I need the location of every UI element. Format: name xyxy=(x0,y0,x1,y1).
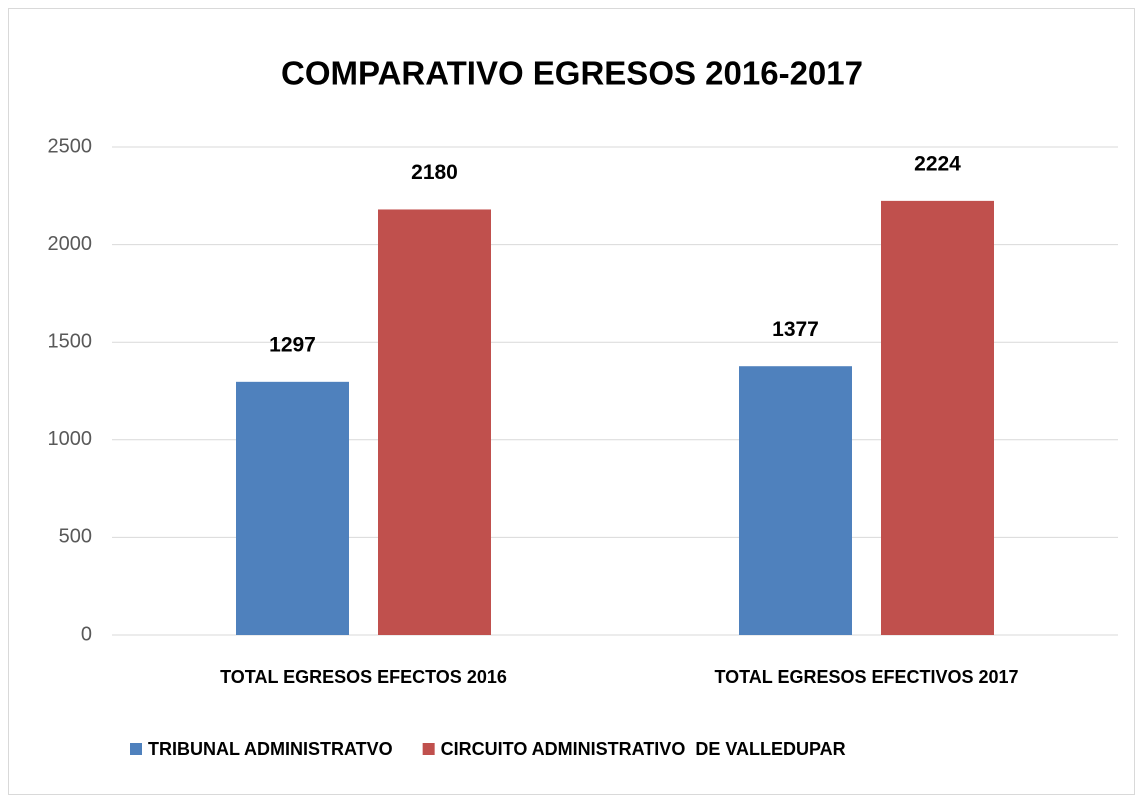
y-tick-label: 2000 xyxy=(48,233,93,255)
legend-swatch xyxy=(422,743,435,755)
y-tick-label: 1500 xyxy=(48,330,93,352)
y-tick-label: 500 xyxy=(59,526,92,548)
data-label: 1297 xyxy=(269,333,316,356)
y-tick-label: 1000 xyxy=(48,428,93,450)
bar xyxy=(378,209,491,636)
y-tick-label: 2500 xyxy=(48,135,93,157)
bar xyxy=(881,200,994,636)
chart-title: COMPARATIVO EGRESOS 2016-2017 xyxy=(281,55,863,92)
legend-label: TRIBUNAL ADMINISTRATVO xyxy=(148,739,393,759)
x-tick-label: TOTAL EGRESOS EFECTIVOS 2017 xyxy=(714,667,1018,687)
legend-label: CIRCUITO ADMINISTRATIVO DE VALLEDUPAR xyxy=(441,739,846,759)
data-label: 2180 xyxy=(411,161,458,184)
legend-swatch xyxy=(130,743,142,755)
bar xyxy=(739,366,852,635)
x-tick-label: TOTAL EGRESOS EFECTOS 2016 xyxy=(220,667,507,687)
y-tick-label: 0 xyxy=(81,623,92,645)
bar xyxy=(236,381,349,635)
data-label: 2224 xyxy=(914,152,961,175)
data-label: 1377 xyxy=(772,318,819,341)
